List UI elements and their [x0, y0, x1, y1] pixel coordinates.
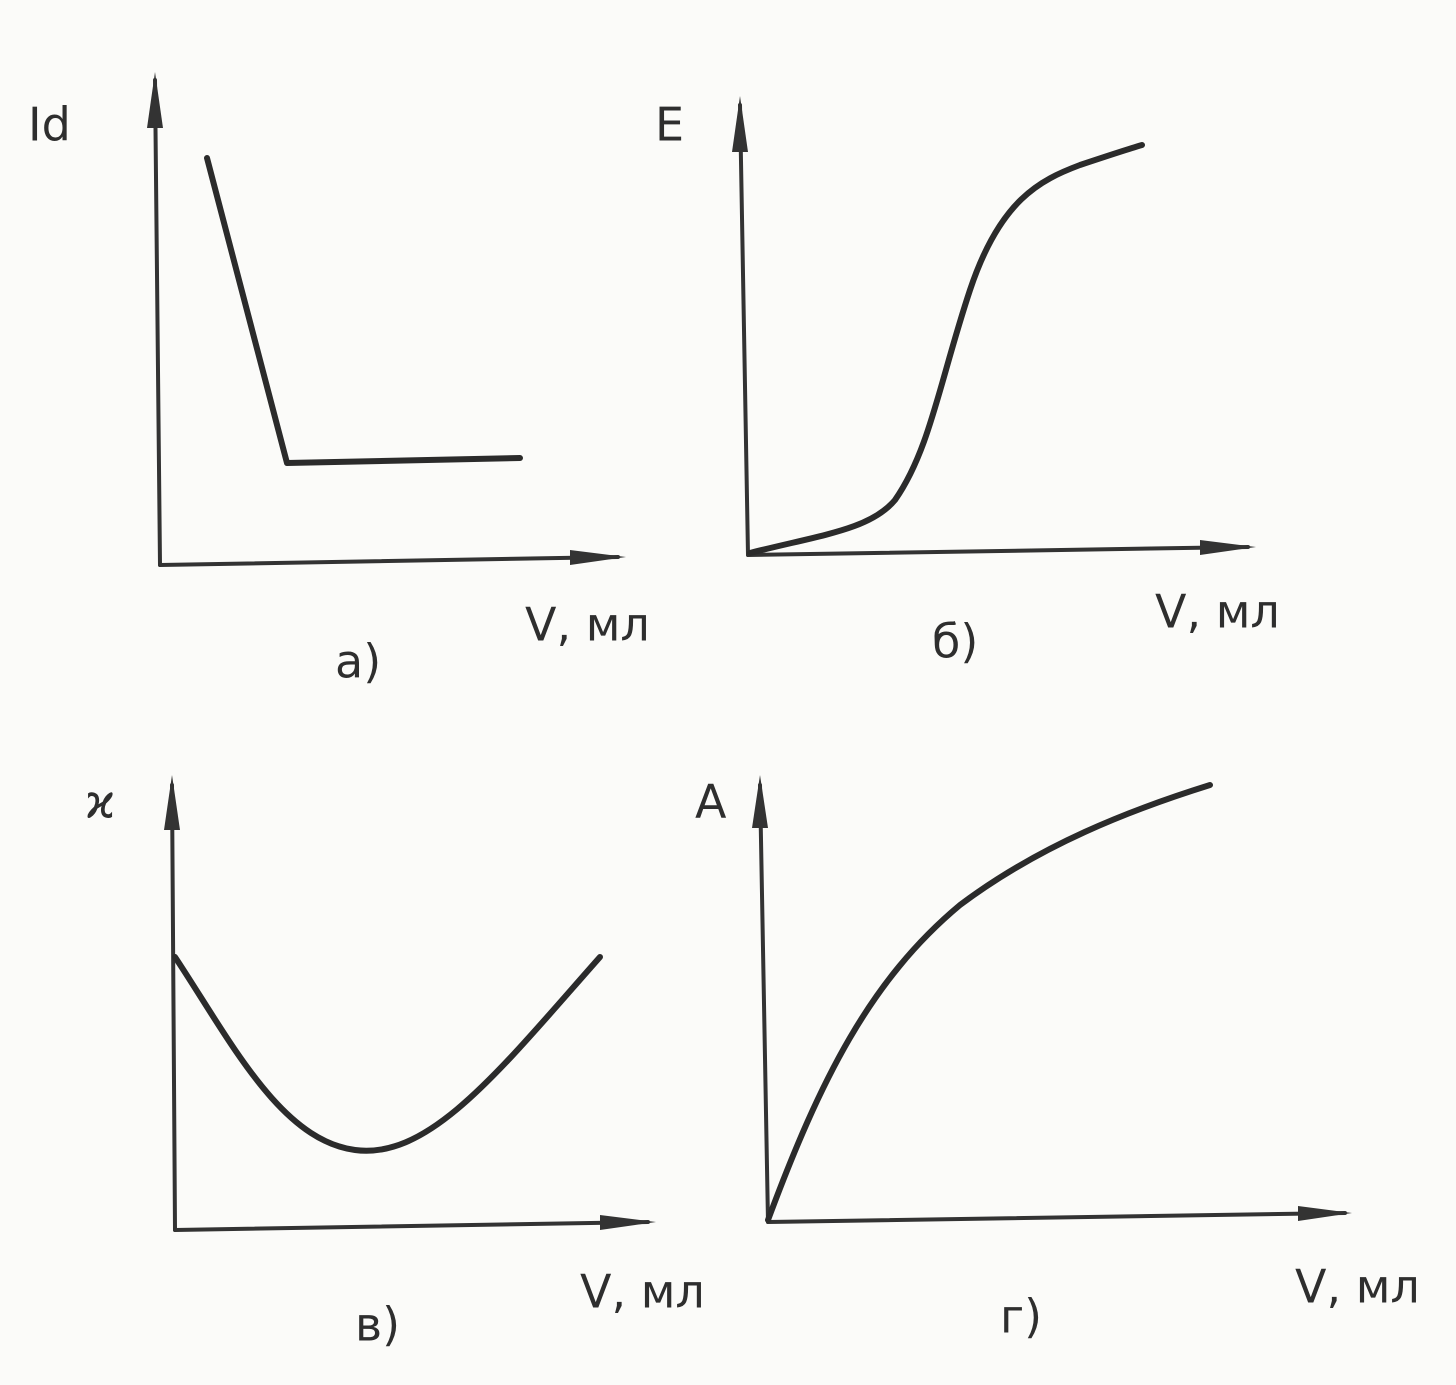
x-axis [158, 555, 620, 567]
x-axis [173, 1220, 650, 1232]
caption: в) [355, 1298, 400, 1352]
x-arrow [570, 550, 626, 565]
panel-b: E V, мл б) [655, 96, 1280, 669]
curve [172, 954, 603, 1154]
panel-c: ϰ V, мл в) [85, 775, 705, 1352]
x-arrow [1200, 540, 1256, 555]
y-axis [170, 783, 177, 1232]
y-arrow [147, 72, 163, 128]
y-label: E [655, 98, 684, 152]
y-label: Id [28, 98, 71, 152]
y-arrow [732, 96, 748, 152]
x-arrow [600, 1215, 656, 1230]
y-label: ϰ [85, 775, 116, 829]
x-axis [766, 1211, 1347, 1224]
y-axis [758, 783, 770, 1224]
caption: а) [335, 635, 381, 689]
y-axis [738, 103, 750, 557]
caption: г) [1000, 1290, 1042, 1344]
y-axis [153, 78, 162, 567]
y-label: A [695, 775, 727, 829]
x-axis [746, 545, 1250, 557]
x-arrow [1298, 1206, 1352, 1221]
x-label: V, мл [525, 598, 650, 652]
caption: б) [932, 615, 978, 669]
curve [204, 155, 523, 466]
panel-a: Id V, мл а) [28, 72, 650, 689]
curve [765, 782, 1213, 1223]
x-label: V, мл [1155, 585, 1280, 639]
panel-d: A V, мл г) [695, 775, 1420, 1344]
y-arrow [752, 775, 768, 828]
curve [747, 142, 1145, 556]
x-label: V, мл [1295, 1260, 1420, 1314]
y-arrow [164, 775, 180, 830]
x-label: V, мл [580, 1265, 705, 1319]
